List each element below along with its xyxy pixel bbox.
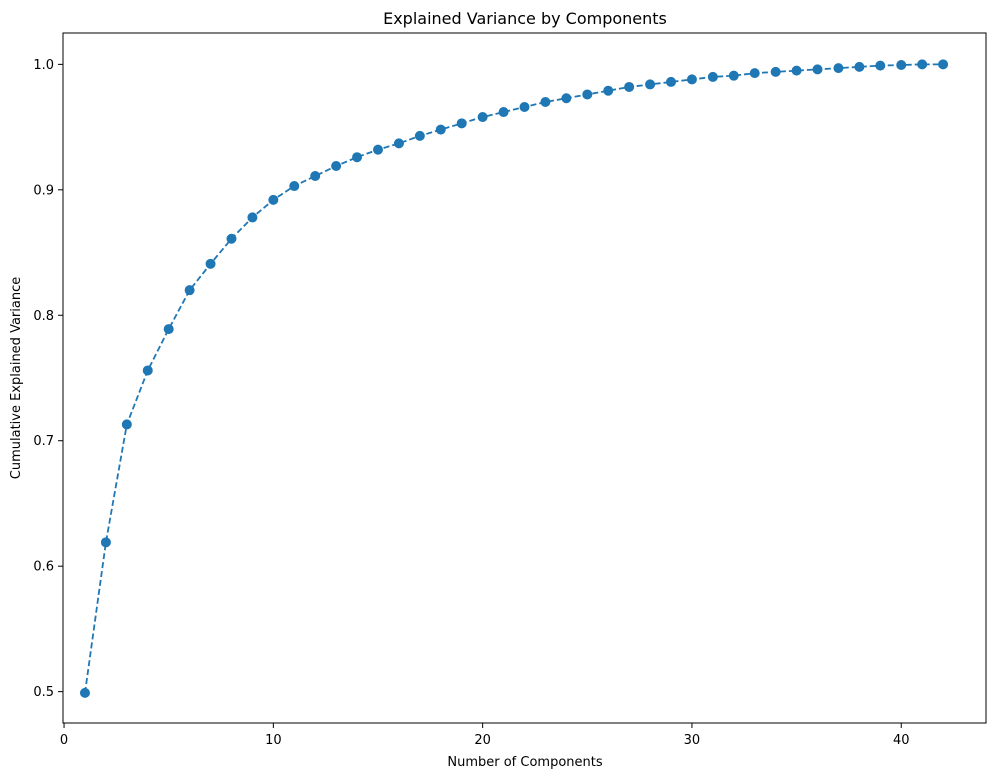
data-point (310, 171, 321, 182)
data-point (226, 233, 237, 244)
data-point (812, 64, 823, 75)
data-point (268, 194, 279, 205)
data-point (414, 130, 425, 141)
data-point (477, 112, 488, 123)
data-point (184, 285, 195, 296)
data-point (121, 419, 132, 430)
data-point (645, 79, 656, 90)
data-point (540, 97, 551, 107)
plot-area: 0 10 20 30 40 0.5 0.6 0.7 0.8 0.9 1.0 (33, 32, 987, 748)
data-point (352, 152, 363, 163)
data-point (603, 85, 614, 96)
data-point (896, 59, 907, 70)
data-point (791, 65, 802, 76)
y-tick-label: 0.9 (33, 183, 54, 198)
data-point (624, 81, 635, 92)
y-tick-label: 0.8 (33, 309, 54, 324)
y-axis-label: Cumulative Explained Variance (9, 277, 24, 479)
x-tick-label: 10 (265, 733, 282, 748)
y-tick-label: 0.6 (33, 560, 54, 575)
x-tick-label: 40 (893, 733, 910, 748)
x-axis-ticks: 0 10 20 30 40 (60, 723, 910, 748)
data-point (875, 60, 886, 71)
y-tick-label: 0.7 (33, 434, 54, 449)
data-point (833, 63, 844, 74)
data-point (854, 61, 865, 72)
y-tick-label: 0.5 (33, 685, 54, 700)
x-tick-label: 30 (684, 733, 701, 748)
data-point (561, 93, 572, 104)
data-point (666, 76, 677, 87)
chart-title: Explained Variance by Components (383, 9, 667, 28)
data-point (770, 66, 781, 77)
data-point (749, 68, 760, 79)
data-point (938, 59, 949, 70)
data-point (728, 70, 739, 81)
plot-frame (62, 32, 987, 724)
data-point (142, 365, 153, 376)
data-point (372, 144, 383, 155)
data-point (163, 324, 174, 335)
x-axis-label: Number of Components (447, 755, 602, 770)
data-point (331, 160, 342, 171)
data-point (498, 107, 509, 118)
data-point (917, 59, 928, 70)
data-point (519, 102, 530, 113)
series-line (84, 63, 944, 694)
data-point (393, 138, 404, 149)
data-point (79, 687, 90, 698)
data-point (435, 124, 446, 135)
y-axis-ticks: 0.5 0.6 0.7 0.8 0.9 1.0 (33, 58, 63, 700)
x-tick-label: 0 (60, 733, 68, 748)
data-point (456, 118, 467, 129)
data-point (205, 258, 216, 269)
data-point (289, 181, 300, 192)
data-point (100, 537, 111, 548)
data-point (247, 212, 258, 223)
data-point (686, 74, 697, 85)
series-points-group (79, 59, 949, 698)
y-tick-label: 1.0 (33, 58, 54, 73)
data-point (582, 89, 593, 100)
data-point (707, 71, 718, 82)
x-tick-label: 20 (474, 733, 491, 748)
series-line-group (84, 63, 944, 694)
